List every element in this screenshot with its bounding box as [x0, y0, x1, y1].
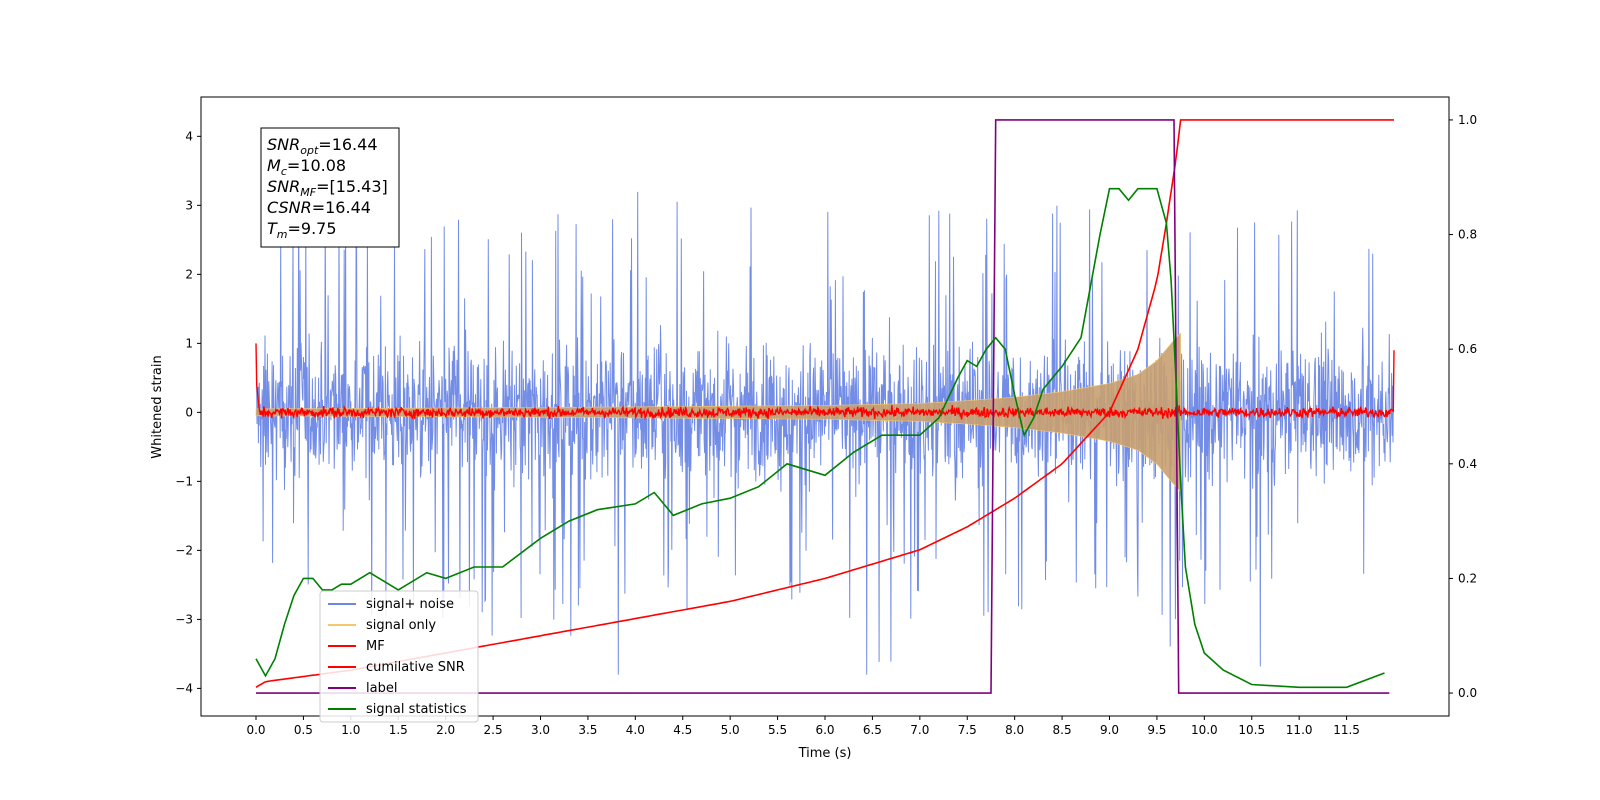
- y-left-tick-label: 1: [185, 336, 193, 350]
- y-left-tick-label: 4: [185, 129, 193, 143]
- x-tick-label: 7.0: [910, 723, 929, 737]
- annotation-subscript: c: [281, 165, 287, 178]
- legend-label: label: [366, 681, 397, 696]
- y-axis-right: 1.0 0.8 0.6 0.4 0.2 0.0: [1449, 113, 1477, 700]
- legend-label: signal+ noise: [366, 597, 454, 612]
- annotation-line: CSNR=16.44: [267, 198, 371, 217]
- x-tick-label: 0.0: [246, 723, 265, 737]
- series-layer: [255, 119, 1395, 694]
- x-tick-label: 6.5: [863, 723, 882, 737]
- annotation-value: =10.08: [287, 156, 346, 175]
- annotation-value: =16.44: [318, 135, 377, 154]
- series-label: [256, 119, 1390, 694]
- x-tick-label: 9.0: [1100, 723, 1119, 737]
- y-right-tick-label: 0.0: [1458, 686, 1477, 700]
- x-tick-label: 5.0: [721, 723, 740, 737]
- annotation-box: SNRopt=16.44Mc=10.08SNRMF=[15.43]CSNR=16…: [260, 127, 400, 248]
- legend-label: signal statistics: [366, 702, 467, 717]
- y-left-tick-label: 0: [185, 405, 193, 419]
- y-right-tick-label: 0.6: [1458, 342, 1477, 356]
- x-axis-label: Time (s): [798, 746, 852, 761]
- x-tick-label: 7.5: [958, 723, 977, 737]
- y-left-tick-label: −3: [175, 612, 193, 626]
- annotation-symbol: T: [267, 219, 278, 238]
- annotation-subscript: m: [277, 228, 288, 241]
- y-axis-label: Whitened strain: [150, 355, 165, 458]
- annotation-symbol: CSNR: [267, 198, 312, 217]
- legend-label: cumilative SNR: [366, 660, 465, 675]
- y-right-tick-label: 0.4: [1458, 457, 1477, 471]
- x-tick-label: 5.5: [768, 723, 787, 737]
- x-tick-label: 8.0: [1005, 723, 1024, 737]
- x-tick-label: 4.5: [673, 723, 692, 737]
- legend-frame: [319, 590, 479, 723]
- annotation-line: Tm=9.75: [267, 219, 337, 241]
- y-left-tick-label: 2: [185, 267, 193, 281]
- x-tick-label: 6.0: [815, 723, 834, 737]
- x-tick-label: 9.5: [1147, 723, 1166, 737]
- y-right-tick-label: 0.2: [1458, 571, 1477, 585]
- annotation-subscript: MF: [300, 186, 316, 199]
- annotation-value: =9.75: [288, 219, 337, 238]
- x-tick-label: 10.5: [1238, 723, 1265, 737]
- series-signal-statistics: [255, 187, 1385, 689]
- x-tick-label: 3.0: [531, 723, 550, 737]
- legend-label: signal only: [366, 618, 436, 633]
- annotation-symbol: M: [267, 156, 281, 175]
- x-tick-label: 3.5: [578, 723, 597, 737]
- x-tick-label: 0.5: [294, 723, 313, 737]
- annotation-subscript: opt: [300, 144, 319, 157]
- y-right-tick-label: 1.0: [1458, 113, 1477, 127]
- legend: signal+ noise signal only MF cumilative SNR…: [319, 590, 479, 723]
- y-axis-left: 4 3 2 1 0 −1 −2 −3 −4: [175, 129, 201, 695]
- annotation-symbol: SNR: [267, 135, 300, 154]
- x-tick-label: 10.0: [1191, 723, 1218, 737]
- series-mf: [255, 343, 1395, 420]
- x-axis: 0.0 0.5 1.0 1.5 2.0 2.5 3.0 3.5 4.0 4.5 5.0 5.5 6.0 6…: [246, 716, 1360, 737]
- annotation-value: =16.44: [312, 198, 371, 217]
- annotation-value: =[15.43]: [316, 177, 388, 196]
- x-tick-label: 1.5: [389, 723, 408, 737]
- x-tick-label: 2.5: [484, 723, 503, 737]
- annotation-line: SNRopt=16.44: [267, 135, 378, 157]
- annotation-line: SNRMF=[15.43]: [267, 177, 388, 199]
- annotation-frame: [260, 127, 400, 248]
- y-left-tick-label: −4: [175, 681, 193, 695]
- annotation-line: Mc=10.08: [267, 156, 346, 178]
- annotation-symbol: SNR: [267, 177, 300, 196]
- y-left-tick-label: −1: [175, 474, 193, 488]
- y-left-tick-label: −2: [175, 543, 193, 557]
- x-tick-label: 11.5: [1333, 723, 1360, 737]
- x-tick-label: 1.0: [341, 723, 360, 737]
- legend-label: MF: [366, 639, 385, 654]
- x-tick-label: 2.0: [436, 723, 455, 737]
- y-left-tick-label: 3: [185, 198, 193, 212]
- y-right-tick-label: 0.8: [1458, 228, 1477, 242]
- x-tick-label: 8.5: [1053, 723, 1072, 737]
- x-tick-label: 4.0: [626, 723, 645, 737]
- x-tick-label: 11.0: [1286, 723, 1313, 737]
